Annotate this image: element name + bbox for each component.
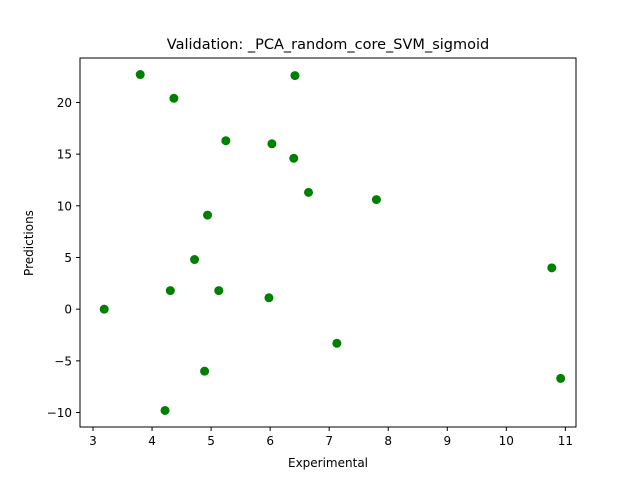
y-tick-label: 5 [64,251,72,265]
x-axis-title: Experimental [288,456,368,470]
data-point [203,210,213,220]
y-axis-title: Predictions [22,210,36,276]
data-points [99,70,566,415]
data-point [264,293,274,303]
y-tick-label: 15 [57,148,72,162]
data-point [332,338,342,348]
x-tick-label: 8 [384,434,392,448]
x-axis: 3 4 5 6 7 8 9 10 11 [89,427,573,448]
data-point [135,70,145,80]
data-point [160,405,170,415]
data-point [371,195,381,205]
data-point [99,304,109,314]
data-point [547,263,557,273]
data-point [290,71,300,81]
y-tick-label: 20 [57,96,72,110]
data-point [289,153,299,163]
x-tick-label: 3 [89,434,97,448]
data-point [190,255,200,265]
data-point [214,286,224,296]
data-point [200,366,210,376]
chart-title: Validation: _PCA_random_core_SVM_sigmoid [167,37,489,53]
x-tick-label: 10 [499,434,514,448]
data-point [221,136,231,146]
y-tick-label: −10 [47,406,72,420]
x-tick-label: 11 [558,434,573,448]
data-point [165,286,175,296]
data-point [304,187,314,197]
y-tick-label: 0 [64,303,72,317]
x-tick-label: 9 [443,434,451,448]
plot-area-frame [79,57,577,428]
x-tick-label: 7 [325,434,333,448]
data-point [556,373,566,383]
y-tick-label: 10 [57,199,72,213]
x-tick-label: 4 [148,434,156,448]
data-point [169,93,179,103]
y-axis: −10 −5 0 5 10 15 20 [47,96,80,420]
x-tick-label: 5 [207,434,215,448]
x-tick-label: 6 [266,434,274,448]
y-tick-label: −5 [54,354,72,368]
data-point [267,139,277,149]
